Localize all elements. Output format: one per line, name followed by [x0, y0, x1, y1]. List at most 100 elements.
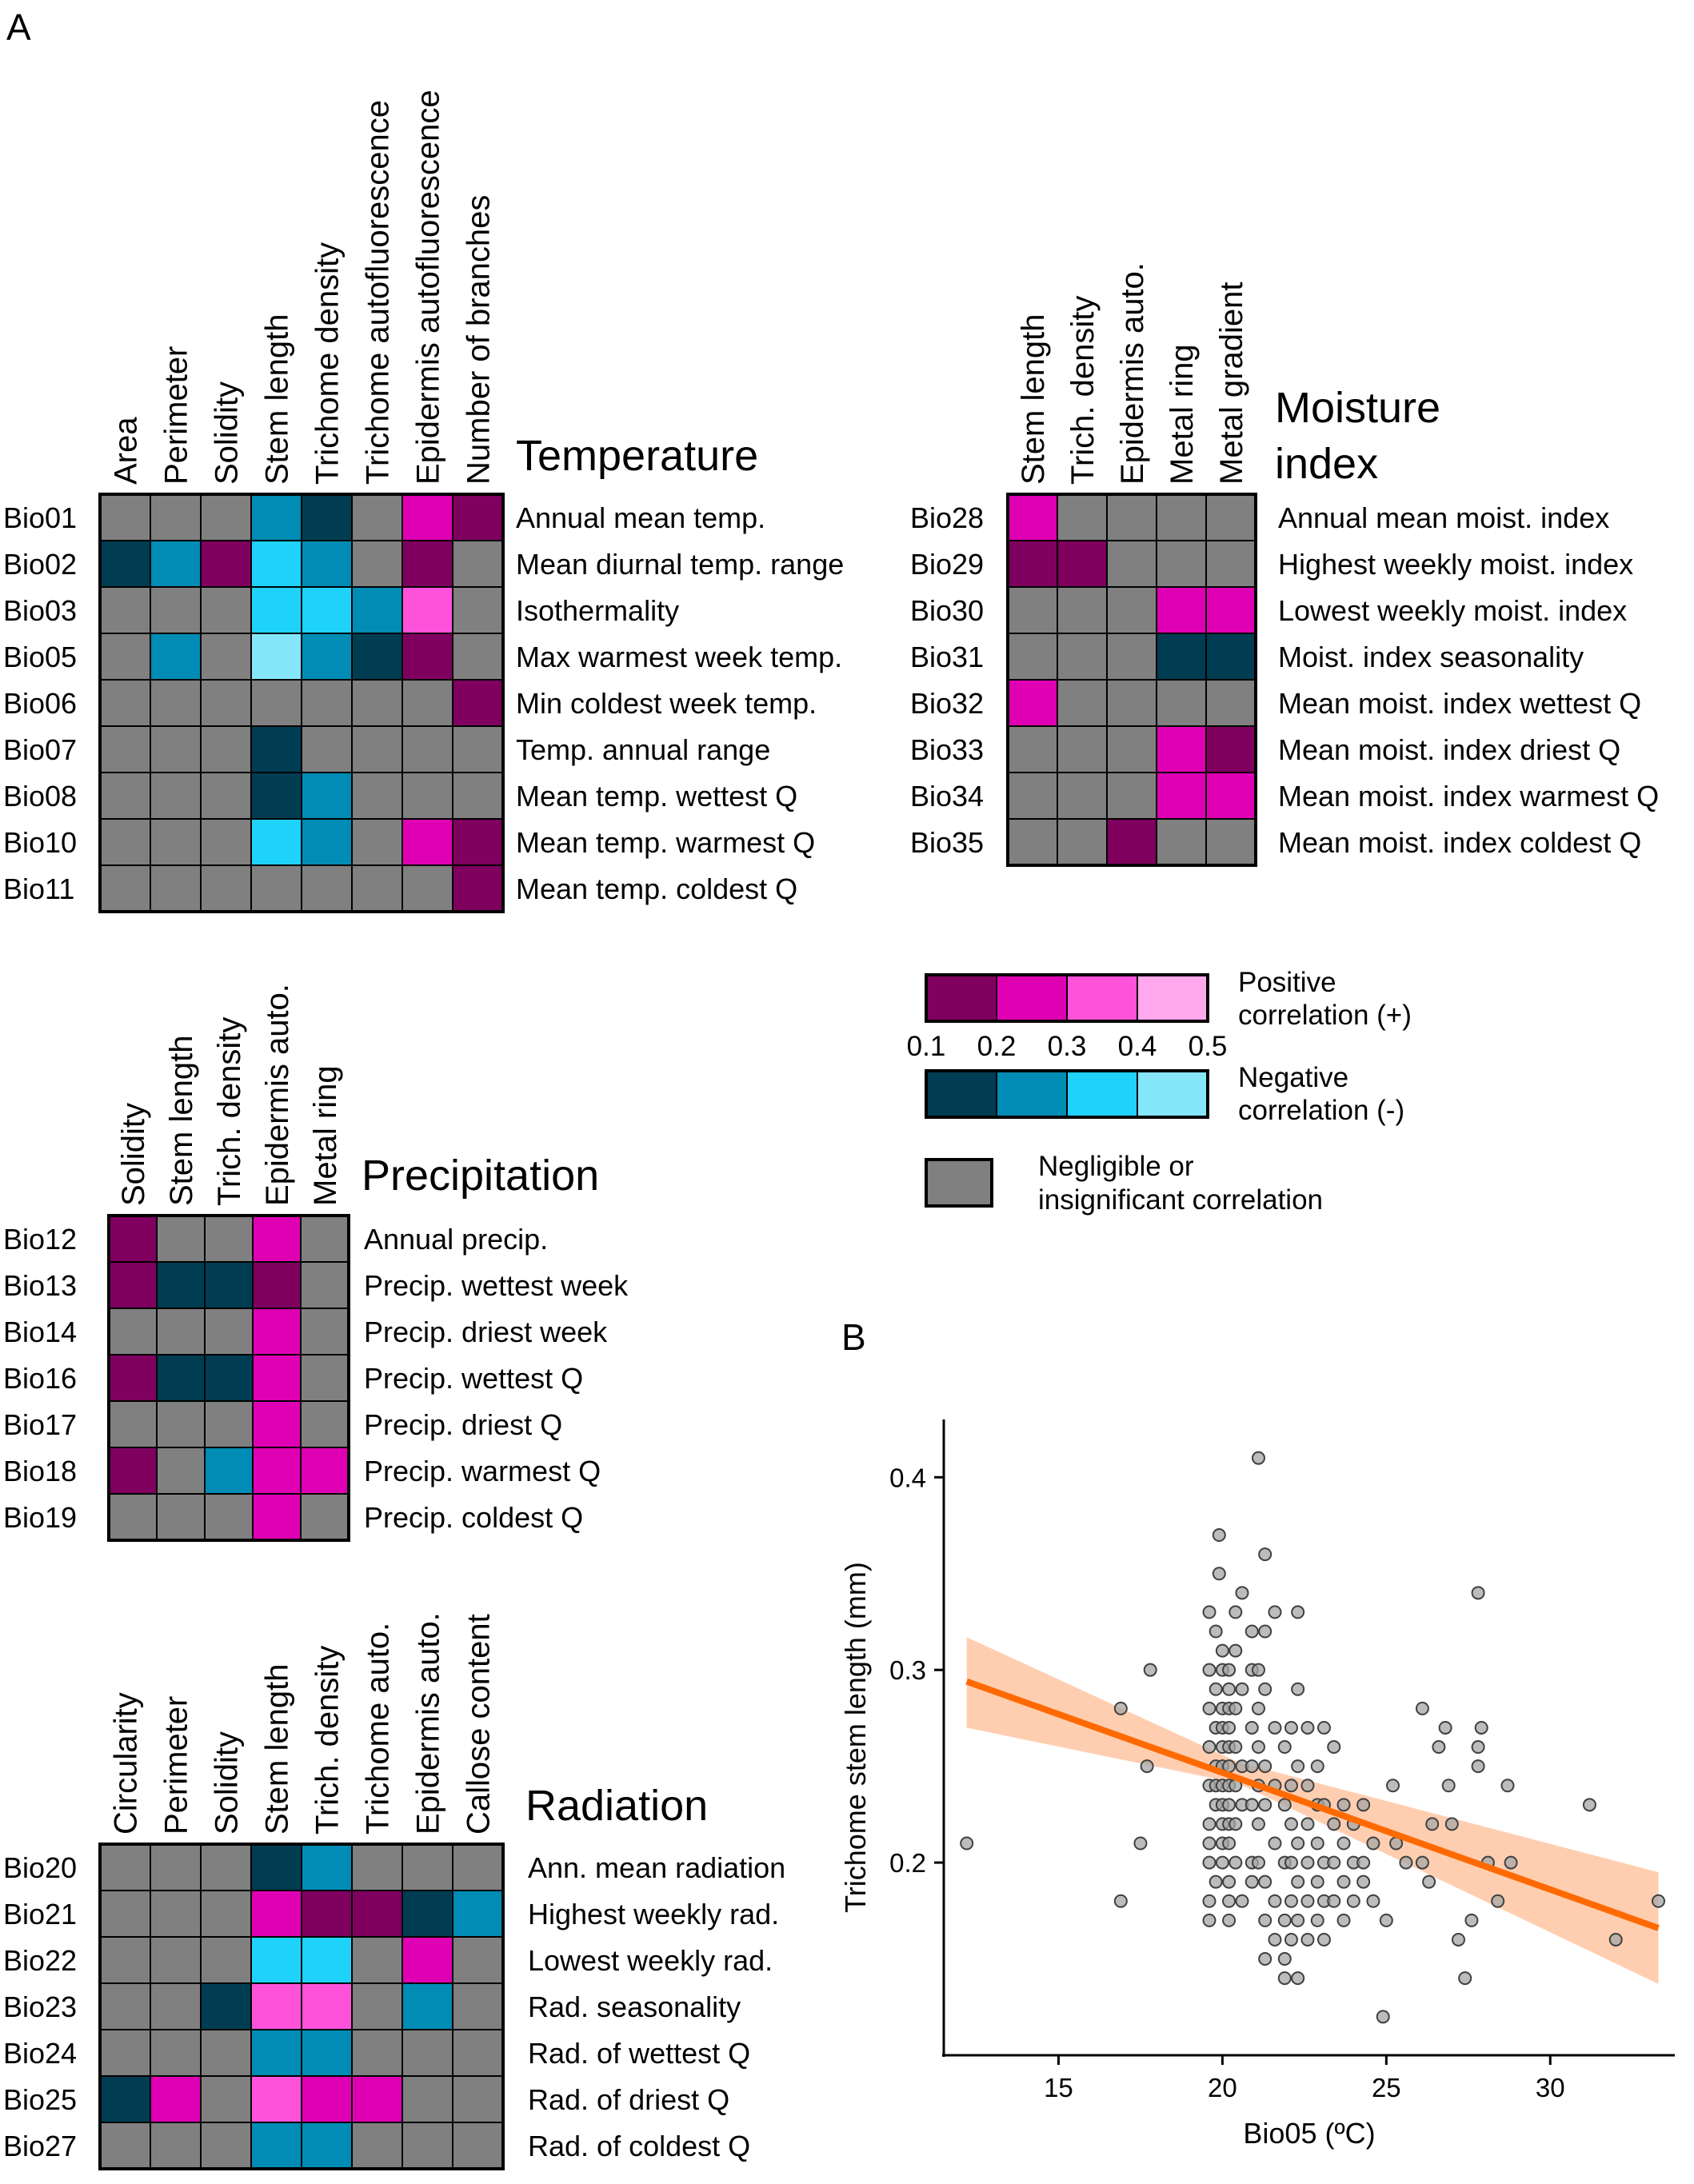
heatmap-cell: [351, 864, 403, 912]
legend-swatch-negative: [996, 1070, 1068, 1118]
heatmap-cell: [301, 1936, 353, 1984]
heatmap-cell: [351, 818, 403, 866]
heatmap-cell: [452, 2029, 504, 2077]
data-point: [1291, 1759, 1305, 1774]
heatmap-cell: [1156, 725, 1207, 773]
row-code: Bio12: [3, 1223, 77, 1256]
heatmap-cell: [1007, 540, 1058, 588]
heatmap-cell: [99, 1982, 151, 2030]
heatmap-cell: [250, 493, 302, 541]
data-point: [1277, 1913, 1292, 1927]
heatmap-cell: [1156, 493, 1207, 541]
legend-tick: 0.1: [907, 1031, 946, 1062]
data-point: [1277, 1740, 1292, 1755]
heatmap-cell: [402, 725, 453, 773]
heatmap-cell: [150, 2029, 202, 2077]
data-point: [1258, 1682, 1272, 1696]
heatmap-cell: [1205, 633, 1257, 681]
scatter-plot: 15 20 25 30 0.2 0.3 0.4 Bio05 (ºC) Trichome stem…: [839, 1419, 1675, 2150]
data-point: [1258, 1798, 1272, 1812]
data-point: [1366, 1836, 1380, 1851]
heatmap-cell: [204, 1400, 254, 1448]
data-point: [1268, 1894, 1282, 1908]
data-point: [1652, 1894, 1666, 1908]
row-code: Bio32: [910, 687, 984, 720]
column-label: Perimeter: [159, 1696, 194, 1835]
data-point: [1300, 1817, 1315, 1831]
data-point: [1291, 1875, 1305, 1889]
heatmap-frame: [98, 1843, 505, 2170]
heatmap-cell: [351, 1890, 403, 1938]
heatmap-cell: [1156, 633, 1207, 681]
column-label: Epidermis auto.: [1115, 262, 1150, 485]
row-code: Bio06: [3, 687, 77, 720]
data-point: [1209, 1682, 1223, 1696]
heatmap-cell: [351, 1982, 403, 2030]
heatmap-cell: [300, 1493, 350, 1541]
x-tick-label: 30: [1536, 2073, 1565, 2102]
data-point: [1608, 1932, 1623, 1946]
row-name: Temp. annual range: [516, 733, 770, 766]
heatmap-cell: [402, 772, 453, 820]
data-point: [1356, 1798, 1371, 1812]
heatmap-cell: [200, 1843, 252, 1891]
heatmap-cell: [200, 2075, 252, 2123]
column-label: Epidermis auto.: [411, 1612, 446, 1835]
data-point: [1582, 1798, 1596, 1812]
data-point: [1284, 1817, 1298, 1831]
data-point: [1336, 1798, 1351, 1812]
data-point: [1415, 1855, 1429, 1870]
row-name: Mean temp. wettest Q: [516, 780, 797, 813]
data-point: [1251, 1701, 1265, 1715]
heatmap-cell: [204, 1261, 254, 1309]
data-point: [1438, 1720, 1452, 1735]
row-name: Annual mean temp.: [516, 501, 765, 534]
data-point: [1336, 1913, 1351, 1927]
row-code: Bio08: [3, 780, 77, 813]
data-point: [1251, 1817, 1265, 1831]
data-point: [1300, 1779, 1315, 1793]
heatmap-cell: [402, 1843, 453, 1891]
heatmap-cell: [156, 1215, 206, 1263]
row-code: Bio11: [3, 872, 74, 905]
heatmap-cell: [452, 2122, 504, 2170]
row-name: Mean diurnal temp. range: [516, 548, 844, 581]
row-name: Mean temp. coldest Q: [516, 872, 797, 905]
heatmap-cell: [402, 2029, 453, 2077]
heatmap-4: Bio20 Ann. mean radiation Bio21 Highest wee…: [3, 1612, 785, 2170]
column-label: Solidity: [210, 1731, 245, 1835]
heatmap-cell: [351, 540, 403, 588]
heatmap-cell: [150, 633, 202, 681]
legend-swatch-negative: [925, 1070, 997, 1118]
heatmap-cell: [250, 1936, 302, 1984]
legend-tick: 0.4: [1118, 1031, 1157, 1062]
legend-swatch-positive: [1066, 974, 1138, 1022]
heatmap-cell: [1057, 493, 1108, 541]
data-point: [1251, 1740, 1265, 1755]
heatmap-cell: [200, 1982, 252, 2030]
heatmap-cell: [204, 1447, 254, 1495]
legend-negligible-label: insignificant correlation: [1038, 1184, 1323, 1216]
data-point: [1212, 1528, 1226, 1543]
heatmap-cell: [300, 1215, 350, 1263]
heatmap-cell: [150, 493, 202, 541]
data-point: [1277, 1798, 1292, 1812]
data-point: [1202, 1913, 1217, 1927]
heatmap-cell: [200, 725, 252, 773]
data-point: [1209, 1875, 1223, 1889]
regression-line: [965, 1678, 1660, 1931]
heatmap-cell: [99, 2122, 151, 2170]
data-point: [1229, 1740, 1243, 1755]
y-tick-label: 0.4: [889, 1463, 926, 1492]
column-label: Metal gradient: [1214, 282, 1249, 485]
heatmap-cell: [452, 1936, 504, 1984]
heatmap-cell: [200, 864, 252, 912]
data-point: [1386, 1779, 1400, 1793]
heatmap-cell: [1106, 679, 1157, 727]
heatmap-cell: [1057, 540, 1108, 588]
group-title: Precipitation: [362, 1152, 599, 1200]
heatmap-cell: [301, 725, 353, 773]
row-name: Mean moist. index wettest Q: [1278, 687, 1641, 720]
heatmap-cell: [1057, 772, 1108, 820]
